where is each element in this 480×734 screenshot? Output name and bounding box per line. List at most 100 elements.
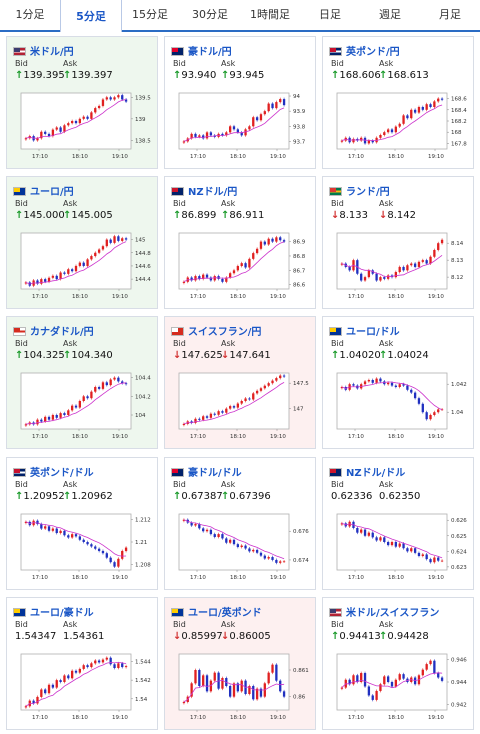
currency-card[interactable]: カナダドル/円 Bid Ask ↑104.325 ↑104.340 104 104.2 104… bbox=[6, 316, 158, 449]
price-chart[interactable]: 93.7 93.8 93.9 94 17:10 18:10 19:10 bbox=[169, 89, 311, 161]
currency-card[interactable]: 英ポンド/ドル Bid Ask ↑1.20952 ↑1.20962 1.208 1.21 1.… bbox=[6, 457, 158, 590]
candle-body bbox=[252, 393, 255, 400]
tab-monthly[interactable]: 月足 bbox=[439, 8, 461, 21]
pair-title[interactable]: 米ドル/スイスフラン bbox=[329, 604, 439, 619]
tab-15min[interactable]: 15分足 bbox=[132, 8, 168, 21]
candle-body bbox=[371, 532, 374, 538]
candle-body bbox=[78, 118, 82, 124]
x-tick-label: 17:10 bbox=[32, 715, 48, 721]
price-chart[interactable]: 1.04 1.042 17:10 18:10 19:10 bbox=[327, 369, 469, 441]
price-chart[interactable]: 0.942 0.944 0.946 17:10 18:10 19:10 bbox=[327, 650, 469, 722]
price-chart[interactable]: 0.674 0.676 17:10 18:10 19:10 bbox=[169, 510, 311, 582]
candle-body bbox=[398, 123, 401, 127]
currency-card[interactable]: スイスフラン/円 Bid Ask ↓147.625 ↓147.641 147 147.5 17… bbox=[164, 316, 316, 449]
price-chart[interactable]: 104 104.2 104.4 17:10 18:10 19:10 bbox=[11, 369, 153, 441]
candle-body bbox=[367, 270, 371, 278]
candle-body bbox=[410, 389, 413, 393]
y-tick-label: 86.9 bbox=[293, 240, 306, 246]
price-chart[interactable]: 1.54 1.542 1.544 17:10 18:10 19:10 bbox=[11, 650, 153, 722]
candle-body bbox=[47, 277, 51, 282]
moving-average-line bbox=[183, 107, 285, 142]
candle-body bbox=[36, 138, 39, 141]
pair-title[interactable]: ユーロ/豪ドル bbox=[13, 604, 94, 619]
x-tick-label: 18:10 bbox=[388, 715, 404, 721]
pair-title[interactable]: ユーロ/円 bbox=[13, 183, 74, 198]
bid-value-text: 1.04020 bbox=[339, 350, 381, 361]
candle-body bbox=[121, 550, 124, 559]
pair-title[interactable]: カナダドル/円 bbox=[13, 323, 94, 338]
candle-body bbox=[182, 423, 186, 426]
price-chart[interactable]: 138.5 139 139.5 17:10 18:10 19:10 bbox=[11, 89, 153, 161]
tab-1min[interactable]: 1分足 bbox=[15, 8, 45, 21]
currency-card[interactable]: NZドル/ドル Bid Ask 0.62336 0.62350 0.623 0.624 0.6… bbox=[322, 457, 474, 590]
currency-card[interactable]: 米ドル/スイスフラン Bid Ask ↑0.94413 ↑0.94428 0.942 0.9… bbox=[322, 597, 474, 730]
ask-label: Ask bbox=[221, 59, 236, 68]
bid-value-text: 0.62336 bbox=[331, 491, 373, 502]
moving-average-line bbox=[25, 521, 127, 557]
pair-title[interactable]: 英ポンド/ドル bbox=[13, 464, 94, 479]
candle-body bbox=[267, 103, 270, 112]
price-chart[interactable]: 8.12 8.13 8.14 17:10 18:10 19:10 bbox=[327, 229, 469, 301]
currency-card[interactable]: 米ドル/円 Bid Ask ↑139.395 ↑139.397 138.5 139 139.5… bbox=[6, 36, 158, 169]
x-tick-label: 19:10 bbox=[428, 434, 444, 440]
tab-1hour[interactable]: 1時間足 bbox=[250, 8, 290, 21]
pair-title[interactable]: ランド/円 bbox=[329, 183, 390, 198]
pair-title[interactable]: スイスフラン/円 bbox=[171, 323, 261, 338]
pair-title[interactable]: ユーロ/ドル bbox=[329, 323, 400, 338]
tab-weekly[interactable]: 週足 bbox=[379, 8, 401, 21]
y-tick-label: 168 bbox=[451, 130, 462, 136]
candle-body bbox=[413, 392, 417, 399]
tab-daily[interactable]: 日足 bbox=[319, 8, 341, 21]
candle-body bbox=[267, 557, 270, 559]
currency-card[interactable]: ユーロ/英ポンド Bid Ask ↓0.85997 ↓0.86005 0.86 0.861 1… bbox=[164, 597, 316, 730]
price-chart[interactable]: 147 147.5 17:10 18:10 19:10 bbox=[169, 369, 311, 441]
candle-body bbox=[97, 387, 101, 389]
price-chart[interactable]: 0.86 0.861 17:10 18:10 19:10 bbox=[169, 650, 311, 722]
tab-5min[interactable]: 5分足 bbox=[60, 0, 122, 32]
pair-title[interactable]: 豪ドル/ドル bbox=[171, 464, 242, 479]
candle-body bbox=[236, 544, 240, 548]
price-chart[interactable]: 144.4 144.6 144.8 145 17:10 18:10 19:10 bbox=[11, 229, 153, 301]
candle-body bbox=[63, 675, 66, 682]
price-chart[interactable]: 0.623 0.624 0.625 0.626 17:10 18:10 19:10 bbox=[327, 510, 469, 582]
price-chart[interactable]: 167.8 168 168.2 168.4 168.6 17:10 18:10 19:10 bbox=[327, 89, 469, 161]
pair-name: NZドル/ドル bbox=[346, 468, 406, 479]
pair-title[interactable]: NZドル/ドル bbox=[329, 464, 406, 479]
currency-card[interactable]: 豪ドル/ドル Bid Ask ↑0.67387 ↑0.67396 0.674 0.676 17… bbox=[164, 457, 316, 590]
candle-body bbox=[271, 664, 274, 673]
currency-card[interactable]: 豪ドル/円 Bid Ask ↑93.940 ↑93.945 93.7 93.8 93.9 94 1… bbox=[164, 36, 316, 169]
candle-body bbox=[70, 121, 74, 124]
moving-average-line bbox=[25, 661, 127, 707]
currency-card[interactable]: ランド/円 Bid Ask ↓8.133 ↓8.142 8.12 8.13 8.14 17:10… bbox=[322, 176, 474, 309]
candle-body bbox=[90, 391, 93, 399]
candle-body bbox=[371, 695, 374, 700]
currency-card[interactable]: 英ポンド/円 Bid Ask ↑168.606 ↑168.613 167.8 168 168.… bbox=[322, 36, 474, 169]
bid-label: Bid bbox=[331, 339, 344, 348]
bid-value: ↓8.133 bbox=[331, 210, 368, 221]
pair-title[interactable]: 英ポンド/円 bbox=[329, 43, 400, 58]
bid-value: ↓0.85997 bbox=[173, 631, 223, 642]
ask-value-text: 168.613 bbox=[387, 70, 429, 81]
pair-title[interactable]: 米ドル/円 bbox=[13, 43, 74, 58]
candle-body bbox=[32, 700, 35, 704]
moving-average-line bbox=[341, 672, 443, 689]
pair-title[interactable]: ユーロ/英ポンド bbox=[171, 604, 262, 619]
bid-value: 1.54347 bbox=[15, 631, 56, 642]
tab-30min[interactable]: 30分足 bbox=[192, 8, 228, 21]
y-tick-label: 1.212 bbox=[135, 518, 151, 524]
pair-title[interactable]: 豪ドル/円 bbox=[171, 43, 232, 58]
bid-label: Bid bbox=[15, 339, 28, 348]
pair-title[interactable]: NZドル/円 bbox=[171, 183, 237, 198]
bid-value: ↑145.000 bbox=[15, 210, 65, 221]
candle-body bbox=[236, 403, 240, 408]
candle-body bbox=[429, 559, 432, 563]
currency-card[interactable]: NZドル/円 Bid Ask ↑86.899 ↑86.911 86.6 86.7 86.8 86… bbox=[164, 176, 316, 309]
candle-body bbox=[352, 138, 355, 143]
currency-card[interactable]: ユーロ/豪ドル Bid Ask 1.54347 1.54361 1.54 1.542 1.54… bbox=[6, 597, 158, 730]
candle-body bbox=[63, 272, 66, 274]
currency-card[interactable]: ユーロ/ドル Bid Ask ↑1.04020 ↑1.04024 1.04 1.042 17:… bbox=[322, 316, 474, 449]
price-chart[interactable]: 86.6 86.7 86.8 86.9 17:10 18:10 19:10 bbox=[169, 229, 311, 301]
price-chart[interactable]: 1.208 1.21 1.212 17:10 18:10 19:10 bbox=[11, 510, 153, 582]
currency-card[interactable]: ユーロ/円 Bid Ask ↑145.000 ↑145.005 144.4 144.6 144… bbox=[6, 176, 158, 309]
candle-body bbox=[360, 137, 363, 141]
